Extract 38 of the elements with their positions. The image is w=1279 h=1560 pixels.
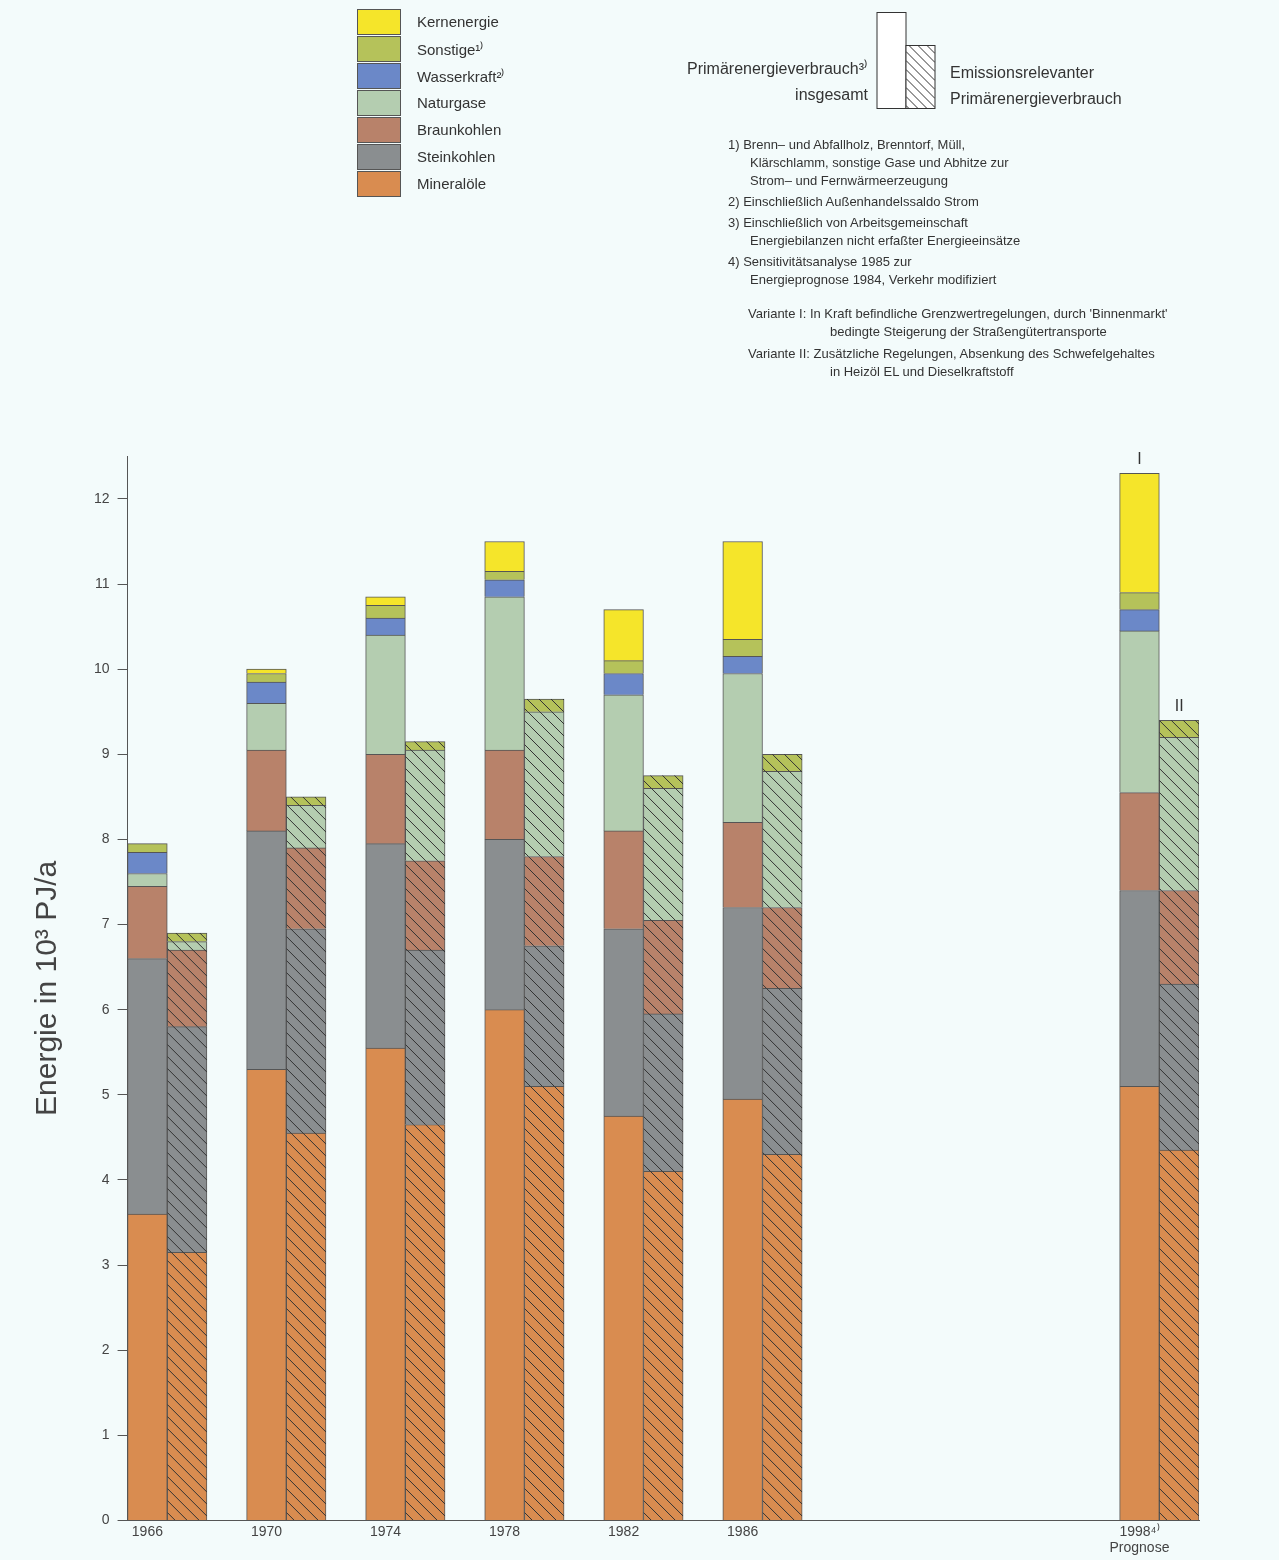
text: Variante II: Zusätzliche Regelungen, Absenkung des Schwefelgehaltes in Heizöl EL und Dieselkraftstoff bbox=[748, 345, 1156, 381]
y-tick-label: 11 bbox=[95, 574, 110, 591]
text: 3) Einschließlich von Arbeitsgemeinschaft Energiebilanzen nicht erfaßter Energieeinsätze bbox=[728, 214, 1022, 250]
y-tick-label: 12 bbox=[93, 489, 110, 506]
x-tick-label: 1982 bbox=[608, 1522, 640, 1539]
legend-label: Wasserkraft²⁾ bbox=[417, 66, 505, 86]
annotation: I bbox=[1137, 449, 1142, 467]
x-tick-label: 1998⁴⁾ Prognose bbox=[1109, 1522, 1170, 1556]
y-tick-label: 2 bbox=[101, 1341, 110, 1358]
x-tick-label: 1978 bbox=[488, 1522, 521, 1539]
legend-label: Kernenergie bbox=[417, 13, 499, 30]
y-tick-label: 9 bbox=[101, 745, 110, 762]
y-tick-label: 5 bbox=[101, 1085, 110, 1102]
y-tick-label: 3 bbox=[101, 1255, 110, 1272]
x-tick-label: 1974 bbox=[369, 1522, 402, 1539]
legend-label: Steinkohlen bbox=[417, 148, 496, 165]
legend-label: Sonstige¹⁾ bbox=[417, 39, 484, 59]
text: 1) Brenn– und Abfallholz, Brenntorf, Müll, Klärschlamm, sonstige Gase und Abhitze zur Strom– und Fernwärmeerzeugung bbox=[728, 136, 1010, 190]
text: Variante I: In Kraft befindliche Grenzwertregelungen, durch 'Binnenmarkt' bedingte Steigerung der Straßengütertransporte bbox=[748, 305, 1168, 341]
legend-label: Naturgase bbox=[417, 94, 487, 111]
legend-label: Mineralöle bbox=[417, 175, 487, 192]
text: 4) Sensitivitätsanalyse 1985 zur Energieprognose 1984, Verkehr modifiziert bbox=[728, 253, 998, 289]
y-tick-label: 1 bbox=[101, 1426, 110, 1443]
x-tick-label: 1986 bbox=[727, 1522, 759, 1539]
x-tick-label: 1970 bbox=[250, 1522, 283, 1539]
y-tick-label: 6 bbox=[101, 1000, 110, 1017]
text: Primärenergieverbrauch³⁾ insgesamt bbox=[687, 58, 868, 105]
y-tick-label: 8 bbox=[101, 830, 110, 847]
y-axis-title: Energie in 10³ PJ/a bbox=[29, 860, 63, 1116]
y-tick-label: 7 bbox=[101, 915, 110, 932]
x-tick-label: 1966 bbox=[131, 1522, 164, 1539]
text: Emissionsrelevanter Primärenergieverbrauch bbox=[950, 63, 1122, 109]
y-tick-label: 0 bbox=[101, 1511, 110, 1528]
legend-label: Braunkohlen bbox=[417, 121, 502, 138]
y-tick-label: 10 bbox=[93, 660, 110, 677]
y-tick-label: 4 bbox=[101, 1170, 110, 1187]
annotation: II bbox=[1174, 696, 1184, 714]
text: 2) Einschließlich Außenhandelssaldo Strom bbox=[728, 193, 980, 211]
